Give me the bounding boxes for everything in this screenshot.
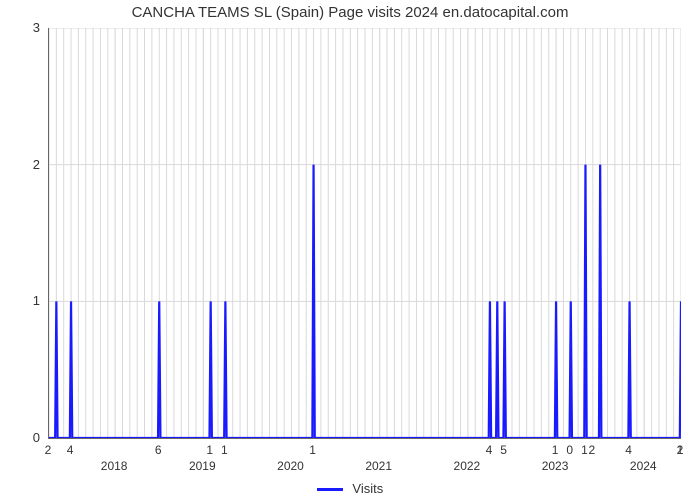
x-tick-year: 2018	[101, 459, 128, 473]
legend-label: Visits	[352, 481, 383, 496]
x-tick-value: 1	[221, 443, 228, 457]
y-tick-label: 0	[0, 430, 40, 445]
x-tick-value: 2	[677, 443, 684, 457]
x-tick-value: 4	[67, 443, 74, 457]
x-tick-value: 1	[206, 443, 213, 457]
x-tick-value: 1	[552, 443, 559, 457]
x-tick-value: 5	[500, 443, 507, 457]
x-tick-value: 0	[566, 443, 573, 457]
x-tick-value: 2	[588, 443, 595, 457]
x-tick-value: 2	[45, 443, 52, 457]
chart-title: CANCHA TEAMS SL (Spain) Page visits 2024…	[0, 4, 700, 21]
x-tick-value: 4	[625, 443, 632, 457]
x-tick-year: 2022	[454, 459, 481, 473]
x-tick-value: 1	[581, 443, 588, 457]
legend: Visits	[0, 481, 700, 496]
plot-area	[48, 28, 681, 439]
chart-container: CANCHA TEAMS SL (Spain) Page visits 2024…	[0, 0, 700, 500]
x-tick-year: 2021	[365, 459, 392, 473]
x-tick-year: 2019	[189, 459, 216, 473]
x-tick-year: 2024	[630, 459, 657, 473]
legend-swatch	[317, 488, 343, 491]
x-tick-year: 2023	[542, 459, 569, 473]
y-tick-label: 1	[0, 293, 40, 308]
y-tick-label: 3	[0, 20, 40, 35]
x-tick-value: 1	[309, 443, 316, 457]
x-tick-value: 4	[486, 443, 493, 457]
x-tick-year: 2020	[277, 459, 304, 473]
x-tick-value: 6	[155, 443, 162, 457]
y-tick-label: 2	[0, 157, 40, 172]
plot-svg	[49, 28, 681, 438]
